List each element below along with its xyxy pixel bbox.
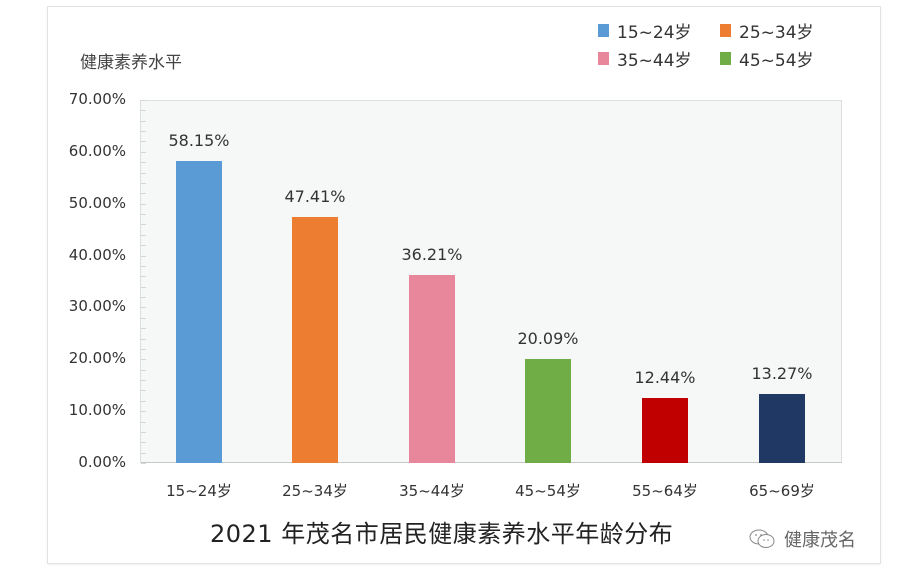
bar: [525, 358, 571, 463]
minor-tick: [141, 110, 146, 111]
watermark: 健康茂名: [748, 526, 856, 552]
minor-tick: [141, 266, 146, 267]
legend-item: 25~34岁: [720, 18, 814, 43]
x-tick-label: 65~69岁: [749, 482, 815, 500]
legend-item: 45~54岁: [720, 46, 814, 71]
x-tick-label: 35~44岁: [399, 482, 465, 500]
minor-tick: [141, 121, 146, 122]
bar: [176, 161, 222, 463]
minor-tick: [141, 349, 146, 350]
legend-swatch: [720, 24, 731, 37]
minor-tick: [141, 318, 146, 319]
minor-tick: [141, 235, 146, 236]
minor-tick: [141, 256, 146, 257]
bar: [642, 398, 688, 463]
minor-tick: [141, 183, 146, 184]
minor-tick: [141, 422, 146, 423]
minor-tick: [141, 411, 146, 412]
x-tick-label: 55~64岁: [632, 482, 698, 500]
y-tick-label: 20.00%: [68, 349, 126, 368]
legend-label: 45~54岁: [739, 51, 814, 71]
legend-swatch: [598, 52, 609, 65]
minor-tick: [141, 432, 146, 433]
bar-value-label: 47.41%: [284, 187, 346, 207]
x-tick-label: 15~24岁: [166, 482, 232, 500]
legend-label: 25~34岁: [739, 23, 814, 43]
minor-tick: [141, 276, 146, 277]
legend-label: 15~24岁: [617, 23, 692, 43]
y-axis-label: 健康素养水平: [80, 53, 182, 73]
y-tick-label: 60.00%: [68, 141, 126, 160]
minor-tick: [141, 100, 146, 101]
minor-tick: [141, 453, 146, 454]
bar-value-label: 12.44%: [634, 368, 696, 388]
legend-label: 35~44岁: [617, 51, 692, 71]
bar-value-label: 13.27%: [751, 364, 813, 384]
y-tick-label: 0.00%: [78, 453, 126, 471]
wechat-icon: [749, 529, 775, 548]
bar: [409, 275, 455, 463]
minor-tick: [141, 193, 146, 194]
minor-tick: [141, 245, 146, 246]
bar-value-label: 58.15%: [168, 131, 230, 151]
bar-value-label: 20.09%: [517, 328, 579, 348]
minor-tick: [141, 442, 146, 443]
minor-tick: [141, 214, 146, 215]
y-tick-label: 50.00%: [68, 193, 126, 212]
minor-tick: [141, 141, 146, 142]
minor-tick: [141, 401, 146, 402]
minor-tick: [141, 224, 146, 225]
minor-tick: [141, 131, 146, 132]
minor-tick: [141, 162, 146, 163]
minor-tick: [141, 390, 146, 391]
legend-item: 35~44岁: [598, 46, 692, 71]
minor-tick: [141, 328, 146, 329]
minor-tick: [141, 359, 146, 360]
x-tick-label: 45~54岁: [515, 482, 581, 500]
y-tick-label: 40.00%: [68, 245, 126, 264]
minor-tick: [141, 297, 146, 298]
minor-tick: [141, 307, 146, 308]
chart-title: 2021 年茂名市居民健康素养水平年龄分布: [210, 520, 674, 548]
y-tick-label: 70.00%: [68, 90, 126, 108]
minor-tick: [141, 339, 146, 340]
minor-tick: [141, 204, 146, 205]
minor-tick: [141, 152, 146, 153]
y-tick-label: 30.00%: [68, 297, 126, 316]
minor-tick: [141, 380, 146, 381]
y-tick-label: 10.00%: [68, 401, 126, 420]
bar-value-label: 36.21%: [401, 245, 463, 265]
legend-item: 15~24岁: [598, 18, 692, 43]
legend-swatch: [598, 24, 609, 37]
minor-tick: [141, 287, 146, 288]
minor-tick: [141, 463, 146, 464]
x-tick-label: 25~34岁: [282, 482, 348, 500]
legend-swatch: [720, 52, 731, 65]
plot-area: [140, 100, 842, 463]
minor-tick: [141, 173, 146, 174]
minor-tick: [141, 370, 146, 371]
watermark-text: 健康茂名: [784, 530, 856, 551]
bar: [759, 394, 805, 463]
bar: [292, 217, 338, 463]
